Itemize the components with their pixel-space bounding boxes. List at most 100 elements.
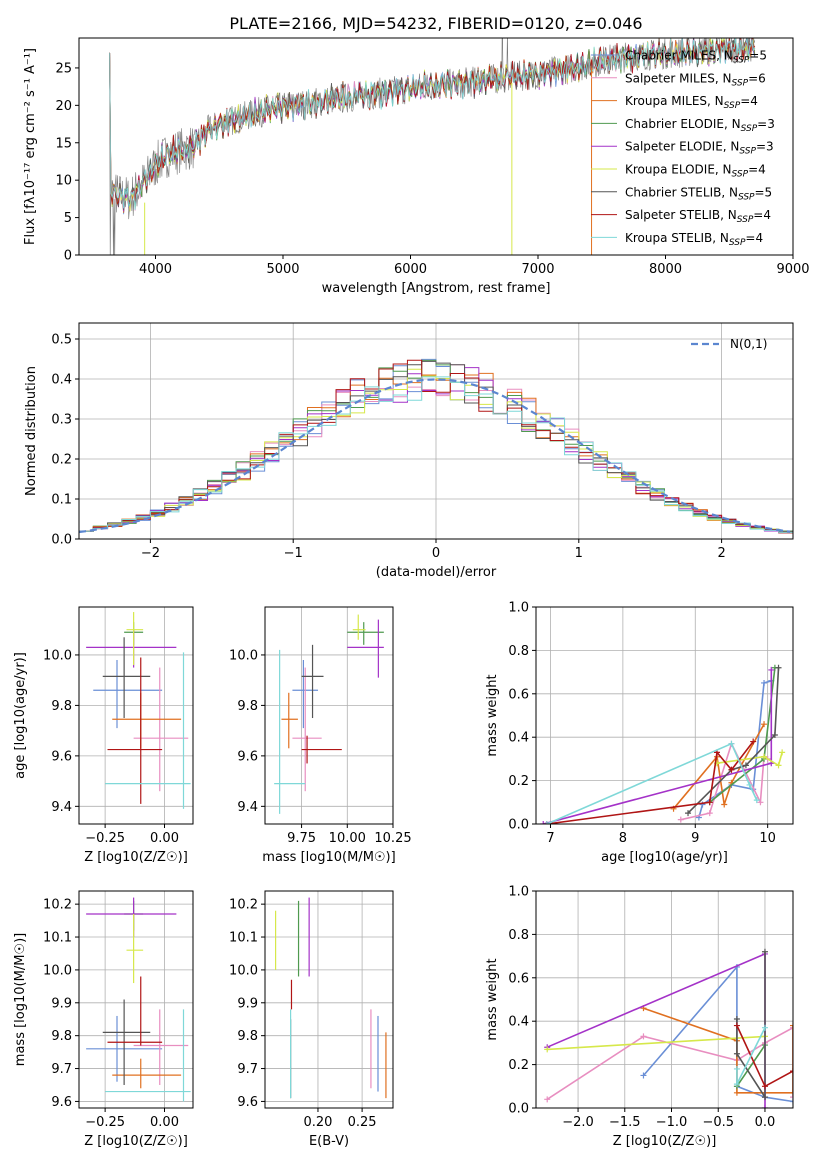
marker-kroupa_miles [790, 1022, 793, 1029]
y-tick-label: 15 [55, 136, 72, 151]
axes-frame [535, 890, 794, 1109]
y-tick-label: 9.8 [51, 1029, 72, 1044]
model-spectrum-kroupa_stelib [109, 38, 756, 210]
plot-area [265, 891, 393, 1108]
legend-label-chabrier_stelib: Chabrier STELIB, NSSP=5 [625, 185, 772, 202]
x-tick-label: 6000 [394, 262, 427, 277]
x-axis-label: Z [log10(Z/Z☉)] [84, 850, 188, 865]
marker-salpeter_miles [757, 799, 764, 806]
legend-label-kroupa_elodie: Kroupa ELODIE, NSSP=4 [625, 163, 766, 180]
y-tick-label: 1.0 [508, 601, 529, 616]
y-axis-label: Normed distribution [24, 366, 39, 496]
y-tick-label: 9.7 [51, 1062, 72, 1077]
marker-salpeter_stelib [790, 1068, 793, 1075]
x-tick-label: 10 [759, 831, 776, 846]
marker-kroupa_elodie [544, 1046, 551, 1053]
marker-salpeter_stelib [706, 799, 713, 806]
errorbar-kroupa_stelib [274, 649, 306, 814]
y-tick-label: 9.6 [237, 1095, 258, 1110]
y-tick-label: 0.2 [51, 453, 72, 468]
x-tick-label: 10.00 [329, 831, 366, 846]
marker-chabrier_stelib [771, 732, 778, 739]
residual-legend: N(0,1) [691, 337, 767, 351]
y-tick-label: 9.8 [237, 1029, 258, 1044]
errorbar-salpeter_stelib [301, 735, 342, 764]
y-tick-label: 0.1 [51, 493, 72, 508]
marker-salpeter_miles [790, 1024, 793, 1031]
x-tick-label: 4000 [139, 262, 172, 277]
y-tick-label: 0.2 [508, 1058, 529, 1073]
errorbar-salpeter_elodie [86, 897, 177, 938]
x-axis-label: Z [log10(Z/Z☉)] [613, 1134, 717, 1149]
y-tick-label: 20 [55, 99, 72, 114]
x-tick-label: 0.0 [755, 1115, 776, 1130]
x-tick-label: −0.25 [85, 831, 125, 846]
y-tick-label: 9.8 [51, 699, 72, 714]
y-tick-label: 10.1 [43, 931, 72, 946]
errorbar-chabrier_stelib [301, 644, 324, 719]
legend-label-salpeter_stelib: Salpeter STELIB, NSSP=4 [625, 208, 771, 225]
marker-kroupa_stelib [733, 1065, 740, 1072]
errorbar-kroupa_miles [112, 1058, 182, 1089]
legend-label-salpeter_elodie: Salpeter ELODIE, NSSP=3 [625, 140, 774, 157]
marker-kroupa_elodie [761, 753, 768, 760]
axes-frame [78, 606, 194, 825]
marker-salpeter_stelib [728, 766, 735, 773]
axes-frame [78, 37, 794, 256]
y-tick-label: 0.6 [508, 687, 529, 702]
errorbar-salpeter_elodie [347, 619, 384, 678]
y-tick-label: 0.0 [508, 818, 529, 833]
marker-salpeter_miles [706, 810, 713, 817]
y-tick-label: 0.0 [51, 533, 72, 548]
x-axis-label: mass [log10(M/M☉)] [262, 850, 395, 865]
axes-layer: 4000 5000 6000 7000 8000 90000510152025wavele… [13, 37, 810, 1149]
x-axis-label: wavelength [Angstrom, rest frame] [322, 281, 551, 296]
marker-kroupa_elodie [779, 749, 786, 756]
series-chabrier_elodie [736, 1044, 766, 1087]
plot-area [79, 891, 193, 1108]
histogram-kroupa_stelib [79, 376, 793, 539]
series-kroupa_elodie [547, 1035, 766, 1051]
x-tick-label: 7000 [521, 262, 554, 277]
errorbar-kroupa_elodie [352, 614, 366, 640]
legend-label-chabrier_elodie: Chabrier ELODIE, NSSP=3 [625, 117, 775, 134]
errorbar-kroupa_miles [112, 692, 182, 749]
series-kroupa_stelib [546, 742, 758, 824]
y-tick-label: 0.8 [508, 644, 529, 659]
chart-residuals: −2 −1 0 1 2 0.0 0.1 0.2 0.3 0.4 0.5 (data-model)/er… [24, 322, 794, 580]
x-tick-label: 9000 [776, 262, 809, 277]
spectrum-legend: Chabrier MILES, NSSP=5 Salpeter MILES, NS… [591, 49, 775, 248]
marker-salpeter_elodie [761, 1105, 768, 1108]
x-tick-label: 8 [619, 831, 627, 846]
marker-chabrier_stelib [733, 1050, 740, 1057]
x-tick-label: 0.00 [150, 831, 179, 846]
x-tick-label: −0.25 [85, 1115, 125, 1130]
axes-frame [264, 890, 394, 1109]
y-tick-label: 10.0 [43, 648, 72, 663]
series-salpeter_stelib [546, 741, 754, 824]
chart-mass_weight_vs_Z: −2.0 −1.5 −1.0 −0.5 0.0 0.0 0.2 0.4 0.6 0.8 1.0 Z [… [485, 885, 794, 1149]
axes-frame [78, 890, 194, 1109]
marker-kroupa_miles [721, 801, 728, 808]
errorbar-salpeter_stelib [107, 657, 163, 804]
marker-chabrier_miles [790, 1098, 793, 1105]
x-tick-label: −2.0 [562, 1115, 594, 1130]
x-tick-label: 0.20 [303, 1115, 332, 1130]
legend-label-salpeter_miles: Salpeter MILES, NSSP=6 [625, 71, 766, 88]
y-tick-label: 10.2 [43, 898, 72, 913]
marker-salpeter_elodie [540, 821, 547, 824]
y-tick-label: 5 [64, 211, 72, 226]
x-tick-label: −1 [284, 546, 303, 561]
marker-salpeter_miles [544, 1096, 551, 1103]
chart-age_vs_Z: −0.25 0.00 9.4 9.6 9.8 10.0 Z [log10(Z/Z☉)] age… [13, 606, 194, 865]
y-tick-label: 0.0 [508, 1102, 529, 1117]
series-chabrier_stelib [736, 951, 766, 1100]
x-tick-label: 8000 [649, 262, 682, 277]
errorbar-kroupa_elodie [126, 612, 144, 666]
marker-kroupa_miles [761, 721, 768, 728]
x-tick-label: 2 [717, 546, 725, 561]
x-tick-label: −1.0 [656, 1115, 688, 1130]
y-tick-label: 10.0 [43, 963, 72, 978]
x-tick-label: 10.25 [374, 831, 411, 846]
marker-kroupa_stelib [728, 740, 735, 747]
